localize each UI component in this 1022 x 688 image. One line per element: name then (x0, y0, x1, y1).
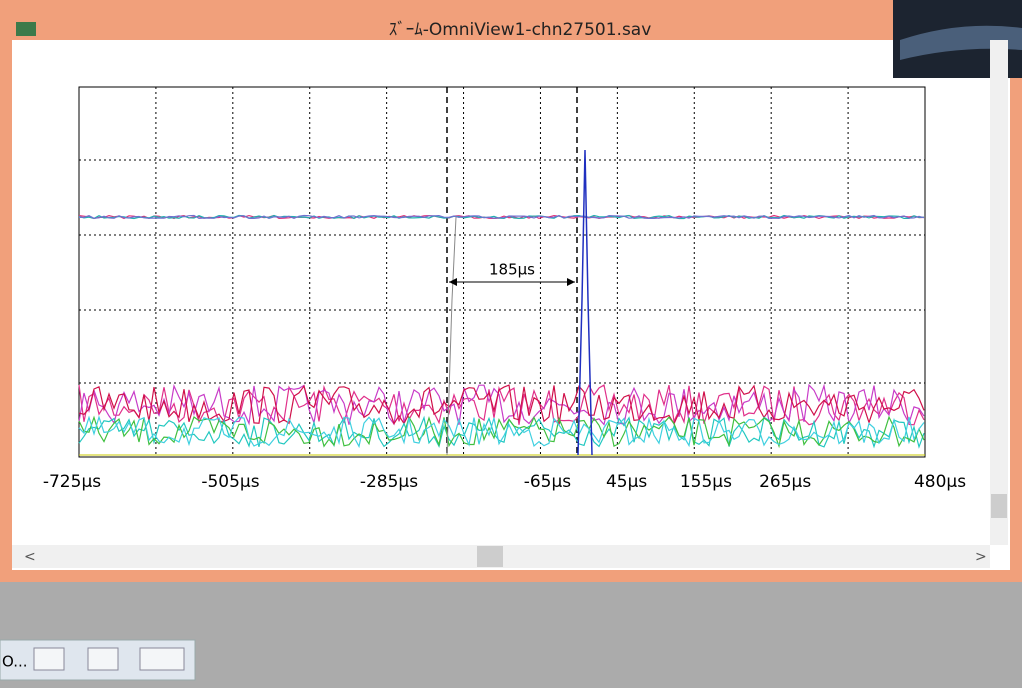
x-tick-label: 155μs (680, 472, 732, 492)
minimized-label: O... (2, 653, 28, 671)
x-tick-label: -725μs (43, 472, 101, 492)
screen: ｽﾞｰﾑ-OmniView1-chn27501.sav < > 185μs O.… (0, 0, 1022, 684)
maximize-button[interactable] (88, 648, 118, 670)
h-scroll-thumb[interactable] (477, 546, 503, 567)
v-scrollbar[interactable] (990, 40, 1008, 545)
x-tick-label: 265μs (759, 472, 811, 492)
restore-button[interactable] (34, 648, 64, 670)
x-tick-label: -505μs (201, 472, 259, 492)
close-button[interactable] (140, 648, 184, 670)
page: ｽﾞｰﾑ-OmniView1-chn27501.sav < > 185μs O.… (0, 0, 1022, 684)
window-icon (16, 22, 36, 36)
scroll-right[interactable]: > (975, 549, 987, 565)
x-tick-label: 45μs (606, 472, 647, 492)
x-tick-label: -285μs (360, 472, 418, 492)
window-title: ｽﾞｰﾑ-OmniView1-chn27501.sav (389, 20, 652, 40)
scroll-left[interactable]: < (24, 549, 36, 565)
x-tick-label: -65μs (524, 472, 572, 492)
v-scroll-thumb[interactable] (991, 494, 1007, 518)
annotation: 185μs (489, 261, 535, 279)
x-tick-label: 480μs (914, 472, 966, 492)
